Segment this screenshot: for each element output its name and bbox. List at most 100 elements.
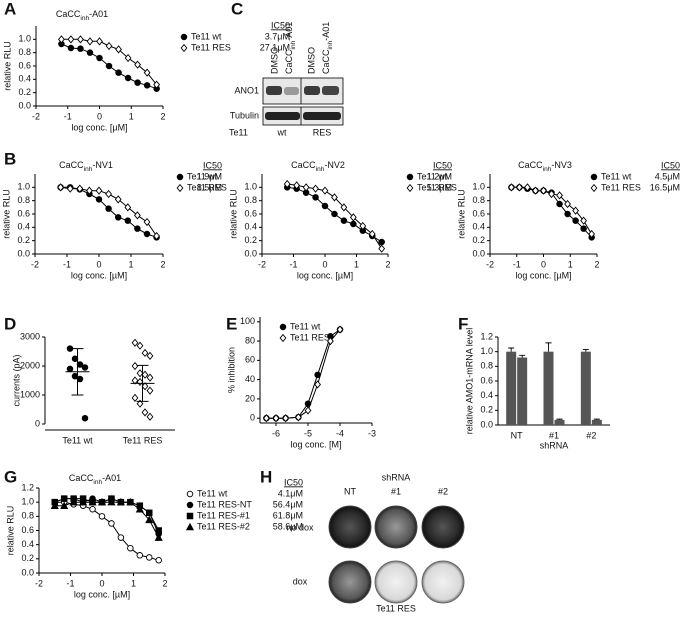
point [88, 497, 97, 506]
y-axis-label: relative RLU [5, 506, 15, 556]
point [107, 497, 116, 506]
x-tick-label: 0 [322, 259, 327, 269]
legend-marker [185, 522, 195, 531]
point [146, 412, 154, 421]
point [141, 348, 149, 358]
blot-row-label: Tubulin [230, 110, 259, 120]
y-tick-label: 20 [245, 393, 255, 403]
legend-ic50: 4.1μM [278, 488, 303, 498]
point [145, 509, 153, 517]
y-tick-label: 0.0 [17, 248, 30, 258]
y-tick-label: 0 [250, 413, 255, 423]
y-tick-label: 100 [240, 316, 255, 326]
point [134, 225, 141, 232]
point [114, 214, 122, 221]
legend-label: Te11 RES-#2 [197, 521, 250, 531]
x-tick-label: -6 [272, 428, 280, 438]
x-tick-label: -2 [31, 259, 39, 269]
x-tick-label: -1 [66, 578, 74, 588]
plate-row: dox [293, 576, 308, 586]
title-part: inh [80, 15, 89, 22]
point [124, 53, 132, 63]
point [86, 186, 93, 195]
point [98, 513, 106, 520]
legend-ic50: 27.1μM [260, 42, 290, 52]
point [314, 371, 321, 379]
legend-label: Te11 RES [187, 182, 227, 192]
point [86, 37, 94, 46]
point [302, 183, 310, 192]
y-tick-label: 0.2 [472, 235, 485, 245]
panel-label: G [4, 467, 17, 486]
bar [506, 351, 517, 425]
legend-marker [176, 183, 184, 193]
legend-marker [279, 333, 287, 343]
point [295, 413, 302, 422]
x-axis-label: log conc. [µM] [515, 270, 571, 280]
chart-title: CaCCinh-A01 [56, 9, 108, 22]
y-tick-label: 0.2 [480, 405, 493, 415]
legend-label: Te11 RES [191, 42, 231, 52]
x-tick-label: 2 [160, 111, 165, 121]
bar [517, 357, 528, 425]
y-axis-label: currents (pA) [11, 354, 21, 406]
point [359, 221, 367, 231]
point [60, 501, 69, 509]
error-bar [545, 342, 552, 352]
point [153, 231, 160, 241]
error-bar [556, 418, 563, 420]
x-tick-label: -1 [513, 259, 521, 269]
y-tick-label: 0.0 [18, 100, 31, 110]
y-tick-label: 2000 [20, 360, 40, 370]
x-tick-label: -1 [63, 259, 71, 269]
point [96, 54, 103, 62]
point [115, 45, 122, 54]
point [146, 351, 154, 360]
x-tick-label: 1 [354, 259, 359, 269]
point [331, 210, 338, 218]
x-axis-label: log conc. [µM] [71, 122, 127, 132]
x-tick-label: Te11 wt [62, 435, 93, 445]
x-axis-label: shRNA [540, 440, 569, 450]
point [321, 202, 329, 210]
y-tick-label: 0.6 [472, 208, 485, 218]
legend-header: IC50 [271, 20, 290, 30]
point [283, 179, 291, 189]
error-bar [593, 418, 600, 420]
point [580, 225, 587, 232]
point [282, 414, 289, 423]
band [303, 112, 341, 120]
blot-column-label: DMSO [306, 47, 316, 74]
x-tick-label: -2 [32, 111, 40, 121]
point [141, 370, 149, 379]
point [155, 557, 162, 564]
point [131, 361, 139, 371]
y-axis-label: % inhibition [226, 347, 236, 393]
error-bar [519, 354, 526, 358]
x-tick-label: 1 [568, 259, 573, 269]
blot-cell-line: Te11 [229, 127, 248, 137]
y-tick-label: 1.2 [21, 482, 34, 492]
legend-label: Te11 RES [417, 182, 457, 192]
y-tick-label: 60 [245, 355, 255, 365]
y-tick-label: 0.6 [18, 60, 31, 70]
point [272, 414, 280, 423]
x-tick-label: -1 [64, 111, 72, 121]
x-tick-label: Te11 RES [123, 435, 163, 445]
legend-marker [279, 323, 287, 331]
point [304, 400, 312, 407]
y-tick-label: 0.6 [244, 208, 257, 218]
title-part: CaCC [56, 9, 81, 19]
x-tick-label: 1 [128, 259, 133, 269]
legend-ic50: 16.5μM [650, 182, 680, 192]
y-tick-label: 1.0 [480, 346, 493, 356]
x-tick-label: 0 [99, 578, 104, 588]
point [340, 203, 348, 212]
point [141, 408, 149, 417]
x-tick-label: 2 [160, 259, 165, 269]
point [524, 183, 531, 192]
x-tick-label: 2 [594, 259, 599, 269]
legend-marker [180, 33, 188, 41]
point [572, 206, 579, 215]
y-tick-label: 0.0 [21, 567, 34, 577]
